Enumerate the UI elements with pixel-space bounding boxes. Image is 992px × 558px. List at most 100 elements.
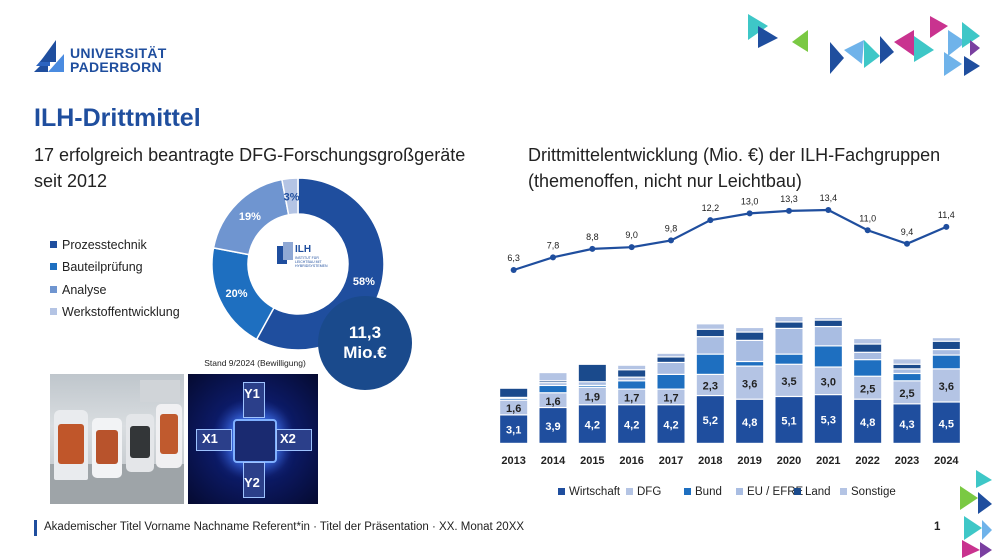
legend-swatch [840, 488, 847, 495]
line-point [628, 244, 635, 251]
line-point-label: 13,4 [820, 193, 838, 203]
bar-segment-land [932, 341, 960, 349]
decorative-triangles-bottom [960, 470, 992, 558]
x-tick-label: 2017 [659, 455, 683, 467]
lab-machines-photo [50, 374, 184, 504]
bar-segment-land [775, 322, 803, 328]
bar-segment-sonstige [696, 324, 724, 329]
line-point-label: 6,3 [507, 253, 520, 263]
bar-segment-euefre [696, 337, 724, 354]
bar-segment-wirtschaft [893, 404, 921, 443]
bar-data-label: 3,6 [939, 381, 954, 393]
bar-data-label: 5,3 [821, 415, 836, 427]
page-number: 1 [934, 521, 941, 533]
bar-segment-bund [814, 346, 842, 367]
line-point [825, 207, 832, 213]
legend-item-sonstige: Sonstige [840, 486, 896, 498]
bar-segment-land [500, 388, 528, 397]
bar-segment-dfg [854, 376, 882, 399]
total-funding-badge: 11,3 Mio.€ [318, 296, 412, 390]
right-subtitle: Drittmittelentwicklung (Mio. €) der ILH-… [528, 145, 941, 191]
bar-data-label: 4,2 [585, 420, 600, 432]
bar-segment-wirtschaft [932, 402, 960, 443]
line-point [904, 240, 910, 247]
bar-segment-bund [736, 362, 764, 366]
bar-data-label: 4,2 [624, 420, 639, 432]
legend-label: Analyse [62, 283, 107, 297]
funding-chart: 3,1 1,6 2013 3,9 1,6 2014 4,2 1,9 2015 4,2 1,7 2016… [500, 193, 960, 467]
bar-data-label: 1,9 [585, 392, 600, 404]
x-tick-label: 2022 [855, 455, 879, 467]
bar-segment-bund [893, 374, 921, 381]
device-core [233, 419, 277, 463]
ilh-logo-name: ILH [295, 244, 312, 255]
line-point-label: 7,8 [547, 240, 560, 250]
bar-segment-sonstige [775, 317, 803, 322]
total-line [513, 208, 947, 272]
legend-swatch [794, 488, 801, 495]
bar-segment-euefre [775, 329, 803, 354]
bar-data-label: 1,7 [663, 393, 678, 405]
bar-data-label: 5,2 [703, 415, 718, 427]
bar-segment-dfg [736, 366, 764, 399]
donut-legend-item: Analyse [50, 283, 106, 297]
bar-segment-bund [775, 354, 803, 364]
bar-segment-dfg [618, 389, 646, 405]
line-point-label: 13,0 [741, 196, 759, 206]
bar-data-label: 4,2 [663, 420, 678, 432]
x-tick-label: 2021 [816, 455, 840, 467]
bar-data-label: 4,3 [899, 419, 914, 431]
page-title: ILH-Drittmittel [34, 104, 201, 132]
bar-data-label: 3,6 [742, 378, 757, 390]
line-point [668, 237, 674, 244]
bar-segment-euefre [539, 383, 567, 385]
legend-label: DFG [637, 486, 662, 498]
machine-panel [58, 424, 84, 464]
bar-segment-bund [657, 375, 685, 389]
line-point-label: 9,4 [901, 227, 914, 237]
bar-segment-dfg [814, 367, 842, 395]
bar-segment-dfg [539, 393, 567, 407]
legend-swatch [50, 241, 57, 248]
bar-segment-land [696, 329, 724, 337]
bar-segment-land [736, 332, 764, 340]
bar-segment-sonstige [814, 317, 842, 320]
bar-segment-bund [618, 381, 646, 389]
bar-segment-bund [932, 355, 960, 369]
legend-item-euefre: EU / EFRE [736, 486, 803, 498]
donut-slice-label: 58% [353, 276, 375, 288]
bar-segment-euefre [578, 382, 606, 385]
legend-item-wirtschaft: Wirtschaft [558, 486, 620, 498]
decorative-triangles-top [748, 14, 980, 76]
logo-line-1: UNIVERSITÄT [70, 45, 167, 61]
logo-mark-icon [34, 40, 64, 72]
legend-swatch [684, 488, 691, 495]
legend-label: Werkstoffentwicklung [62, 305, 180, 319]
bar-segment-land [539, 381, 567, 383]
line-point-label: 11,4 [938, 210, 955, 220]
axis-label-x2: X2 [280, 431, 296, 446]
x-tick-label: 2016 [619, 455, 643, 467]
bar-segment-euefre [657, 363, 685, 374]
bar-data-label: 4,8 [742, 417, 757, 429]
total-value: 11,3 [348, 323, 382, 342]
axis-label-y1: Y1 [244, 386, 260, 401]
bar-data-label: 2,5 [899, 388, 914, 400]
legend-label: EU / EFRE [747, 486, 804, 498]
bar-segment-dfg [775, 364, 803, 396]
legend-item-bund: Bund [684, 486, 722, 498]
bar-data-label: 3,9 [545, 421, 560, 433]
x-tick-label: 2015 [580, 455, 604, 467]
bar-segment-sonstige [932, 338, 960, 341]
legend-label: Wirtschaft [569, 486, 621, 498]
bar-segment-bund [854, 360, 882, 376]
bar-segment-dfg [578, 387, 606, 405]
machine-panel [96, 430, 118, 464]
machine-shape [140, 380, 180, 402]
bar-segment-bund [500, 398, 528, 400]
bar-segment-sonstige [893, 359, 921, 364]
bar-segment-dfg [657, 389, 685, 405]
machine-panel [160, 414, 178, 454]
donut-hole [249, 215, 347, 313]
bar-data-label: 4,8 [860, 417, 875, 429]
